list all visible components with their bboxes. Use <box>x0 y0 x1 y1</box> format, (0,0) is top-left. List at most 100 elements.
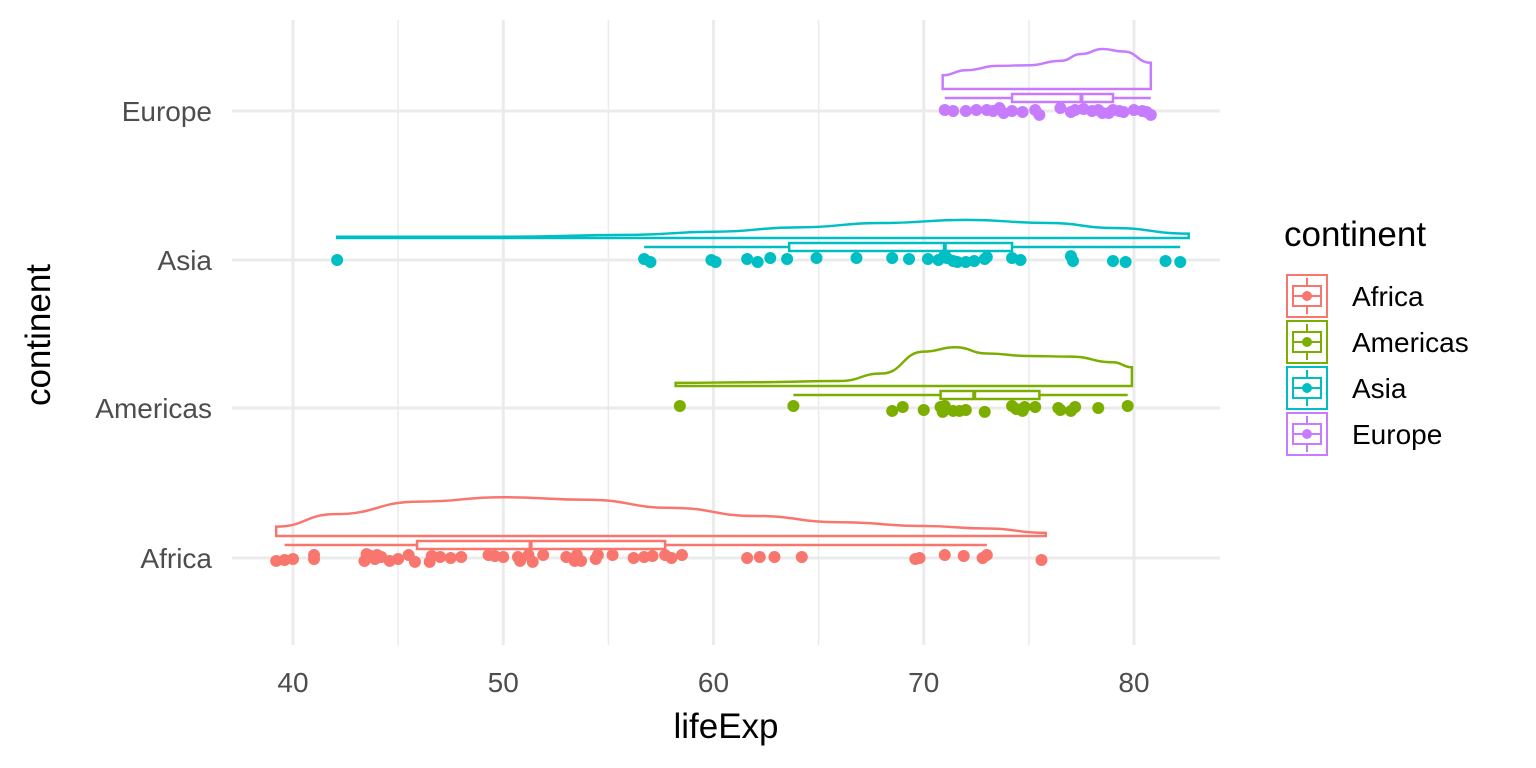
data-point <box>959 105 972 117</box>
x-axis-title: lifeExp <box>673 707 778 746</box>
data-point <box>1067 254 1080 267</box>
data-point <box>1119 255 1132 268</box>
box-iqr <box>415 539 667 551</box>
data-point <box>886 252 899 265</box>
density-asia <box>335 218 1190 240</box>
data-point <box>1174 255 1187 268</box>
data-point <box>751 255 764 268</box>
data-point <box>1016 404 1029 417</box>
x-tick-label: 60 <box>698 667 729 698</box>
x-tick-label: 40 <box>277 667 308 698</box>
data-point <box>787 400 800 413</box>
data-point <box>644 255 657 268</box>
y-tick-label: Africa <box>140 543 212 574</box>
data-point <box>1121 400 1134 413</box>
data-point <box>514 554 527 567</box>
x-tick-label: 70 <box>908 667 939 698</box>
data-point <box>589 552 602 565</box>
legend-key-point <box>1302 337 1312 347</box>
series-africa <box>270 495 1048 568</box>
x-tick-label: 80 <box>1118 667 1149 698</box>
data-point <box>1016 105 1029 118</box>
data-point <box>980 549 993 562</box>
legend: continent Africa Americas Asia Europe <box>1284 215 1469 456</box>
data-point <box>606 549 619 562</box>
data-point <box>455 551 468 564</box>
data-point <box>709 255 722 268</box>
data-point <box>1092 402 1105 414</box>
data-point <box>1054 403 1067 416</box>
data-point <box>665 552 678 564</box>
density-africa <box>274 495 1047 538</box>
density-europe <box>941 47 1153 91</box>
data-point <box>850 252 863 265</box>
data-point <box>1159 254 1172 267</box>
data-point <box>537 549 550 562</box>
data-point <box>886 404 899 417</box>
y-axis-title: continent <box>19 264 58 406</box>
y-tick-label: Asia <box>158 245 213 276</box>
legend-item-americas: Americas <box>1286 320 1469 364</box>
data-point <box>741 253 754 266</box>
data-point <box>753 551 766 564</box>
data-point <box>575 554 588 567</box>
data-point <box>1106 254 1119 267</box>
data-point <box>1006 105 1019 117</box>
data-point <box>968 254 981 267</box>
data-point <box>308 552 321 565</box>
data-point <box>408 555 421 568</box>
data-point <box>917 403 930 416</box>
data-point <box>913 552 926 564</box>
data-point <box>646 550 659 563</box>
data-point <box>526 555 539 568</box>
data-point <box>764 252 777 265</box>
box-iqr <box>1010 92 1115 104</box>
legend-key-point <box>1302 383 1312 393</box>
density-americas <box>674 345 1134 388</box>
data-point <box>675 549 688 562</box>
data-point <box>903 253 916 266</box>
data-point <box>957 550 970 563</box>
data-point <box>1029 401 1042 414</box>
data-point <box>951 255 964 268</box>
data-point <box>627 552 640 564</box>
data-point <box>970 104 983 117</box>
data-point <box>947 105 960 117</box>
series-europe <box>938 47 1157 121</box>
legend-item-africa: Africa <box>1286 274 1424 318</box>
data-point <box>1014 254 1027 266</box>
data-point <box>896 401 909 414</box>
legend-key-point <box>1302 429 1312 439</box>
data-point <box>444 552 457 564</box>
data-point <box>938 549 951 562</box>
data-point <box>978 405 991 418</box>
data-point <box>768 551 781 564</box>
box-iqr <box>787 241 1014 253</box>
data-point <box>368 552 381 565</box>
data-point <box>810 252 823 265</box>
data-point <box>921 253 934 266</box>
box-iqr <box>939 389 1041 401</box>
data-point <box>1033 108 1046 121</box>
series-americas <box>673 345 1134 418</box>
data-point <box>1054 102 1067 115</box>
data-point <box>741 552 754 564</box>
data-point <box>1144 108 1157 121</box>
data-point <box>1117 105 1130 118</box>
data-point <box>781 253 794 266</box>
y-tick-label: Europe <box>122 96 212 127</box>
data-point <box>959 403 972 416</box>
data-point <box>795 551 808 564</box>
data-point <box>331 254 344 266</box>
x-axis: 40 50 60 70 80 <box>277 667 1149 698</box>
y-axis: Africa Americas Asia Europe <box>95 96 212 574</box>
data-point <box>497 551 510 564</box>
series-asia <box>331 218 1190 268</box>
data-point <box>1069 401 1082 414</box>
legend-item-europe: Europe <box>1286 412 1442 456</box>
data-point <box>287 552 299 565</box>
data-point <box>673 400 686 413</box>
legend-label: Africa <box>1352 281 1424 312</box>
data-point <box>1035 553 1048 566</box>
